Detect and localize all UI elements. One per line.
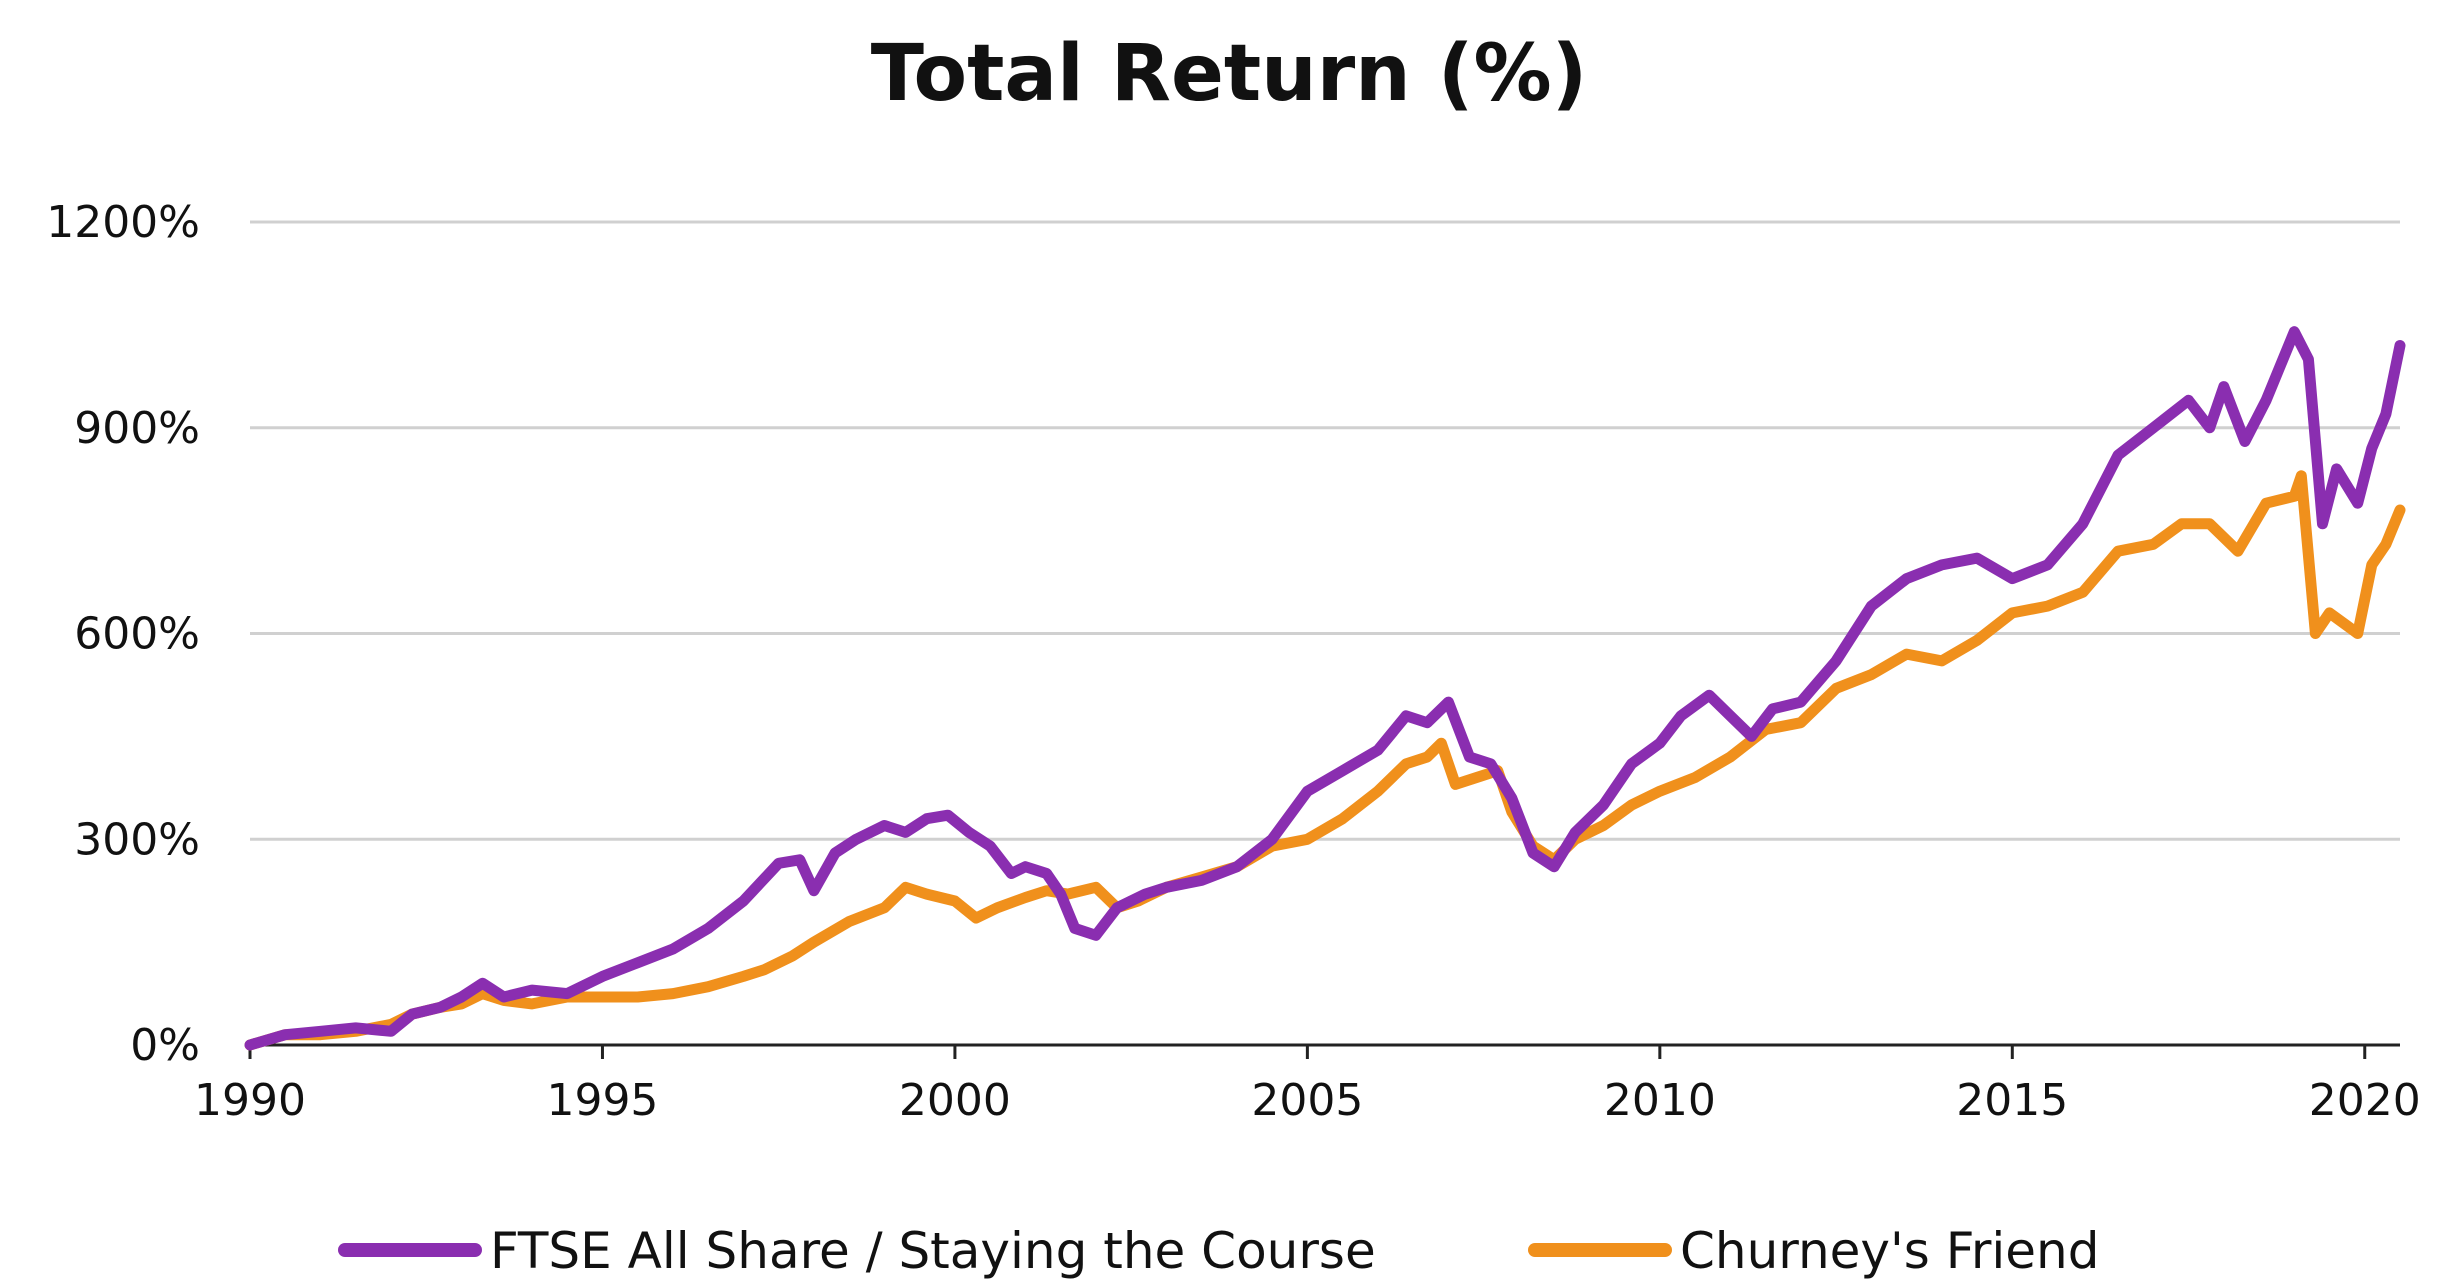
y-axis-ticks: 0% 300% 600% 900% 1200% xyxy=(46,197,200,1071)
x-tick-label: 1995 xyxy=(546,1075,658,1126)
x-tick-label: 2020 xyxy=(2309,1075,2421,1126)
x-tick-label: 2015 xyxy=(1956,1075,2068,1126)
y-tick-label: 1200% xyxy=(46,197,200,248)
series-lines xyxy=(244,326,2406,1051)
x-axis-ticks: 1990 1995 2000 2005 2010 2015 2020 xyxy=(194,1045,2421,1126)
legend-label-1: Churney's Friend xyxy=(1680,1222,2099,1280)
y-tick-label: 900% xyxy=(74,403,200,454)
y-tick-label: 600% xyxy=(74,609,200,660)
x-tick-label: 2000 xyxy=(899,1075,1011,1126)
chart-title: Total Return (%) xyxy=(871,29,1588,119)
gridlines xyxy=(250,220,2400,841)
series-line-0 xyxy=(244,326,2406,1051)
y-tick-label: 0% xyxy=(130,1020,200,1071)
legend: FTSE All Share / Staying the Course Churn… xyxy=(338,1222,2099,1280)
series-line-1 xyxy=(244,470,2406,1051)
x-tick-label: 1990 xyxy=(194,1075,306,1126)
x-tick-label: 2005 xyxy=(1251,1075,1363,1126)
legend-label-0: FTSE All Share / Staying the Course xyxy=(490,1222,1376,1280)
x-tick-label: 2010 xyxy=(1604,1075,1716,1126)
y-tick-label: 300% xyxy=(74,814,200,865)
